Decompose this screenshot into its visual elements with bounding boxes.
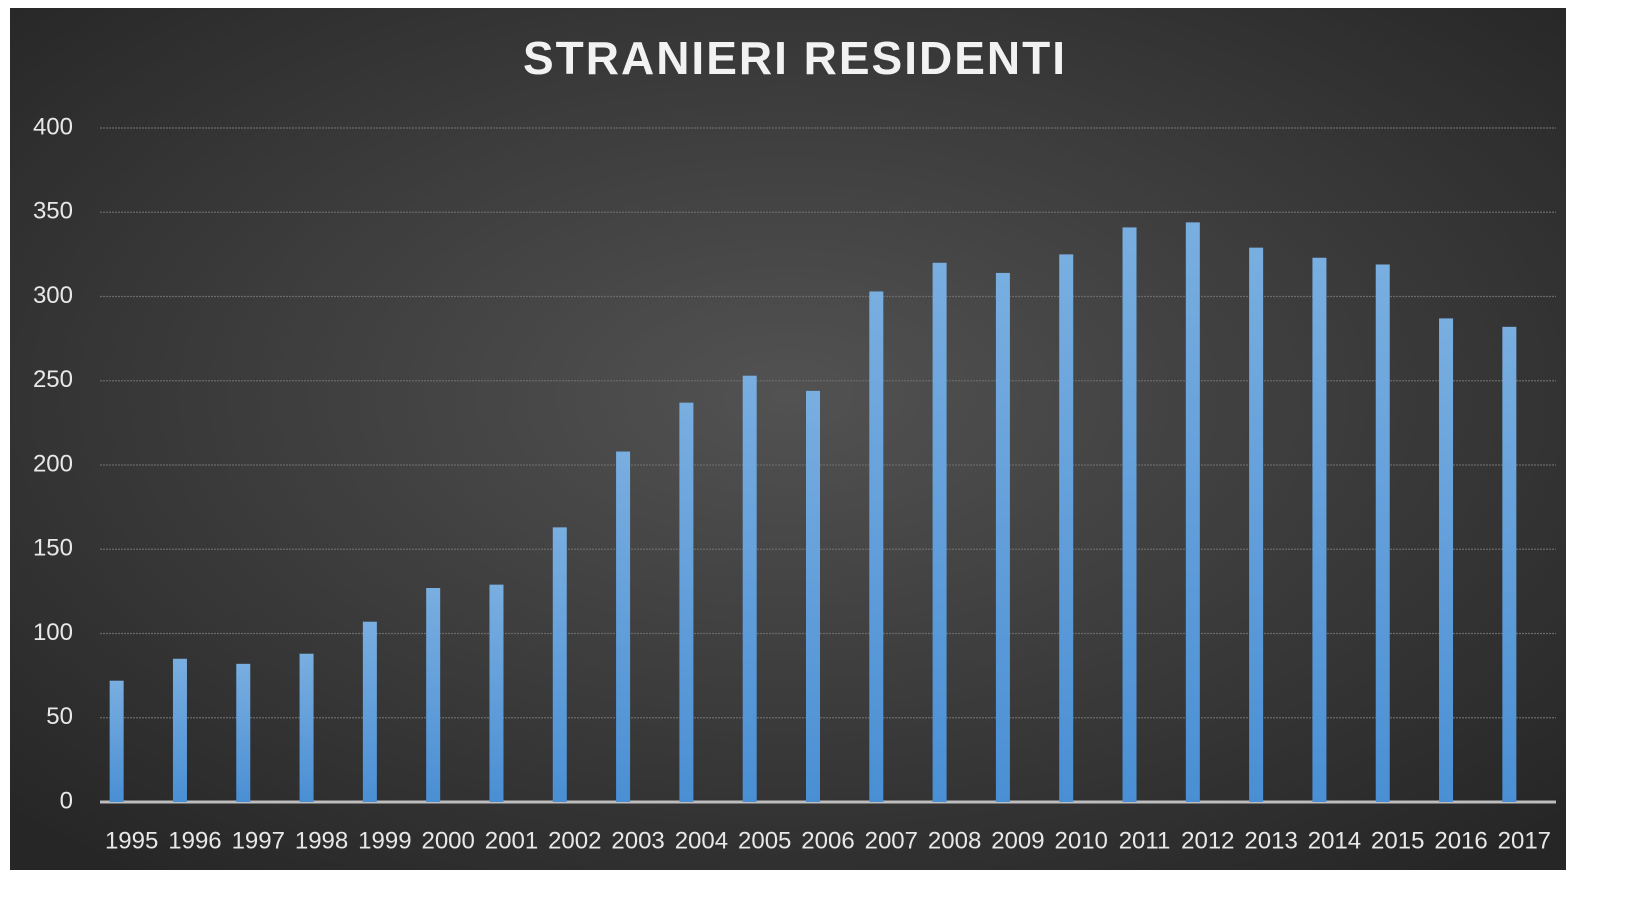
bar [1439, 318, 1454, 802]
x-tick-label: 2016 [1434, 827, 1487, 854]
bar [1122, 227, 1137, 803]
x-tick-label: 2003 [611, 827, 664, 854]
y-tick-label: 250 [33, 366, 73, 393]
bar [299, 653, 314, 802]
x-tick-label: 2004 [675, 827, 728, 854]
bar [172, 658, 187, 802]
bar [1375, 264, 1390, 802]
bar [679, 402, 694, 802]
bar [426, 588, 441, 802]
x-tick-label: 2013 [1244, 827, 1297, 854]
x-tick-label: 2017 [1498, 827, 1551, 854]
bar [806, 390, 820, 802]
y-tick-label: 200 [33, 450, 73, 477]
x-tick-label: 2009 [991, 827, 1044, 854]
bar [995, 272, 1010, 802]
x-tick-label: 2006 [801, 827, 854, 854]
x-tick-label: 2014 [1308, 827, 1361, 854]
bar [1502, 326, 1517, 802]
chart-title: STRANIERI RESIDENTI [523, 32, 1067, 84]
x-tick-label: 2002 [548, 827, 601, 854]
y-tick-label: 350 [33, 198, 73, 225]
bar [1059, 254, 1074, 802]
bar [489, 584, 504, 802]
bar [1312, 257, 1327, 802]
x-tick-label: 2012 [1181, 827, 1234, 854]
y-tick-label: 400 [33, 113, 73, 140]
bar [1249, 247, 1264, 802]
bar [616, 451, 631, 802]
x-tick-label: 1998 [295, 827, 348, 854]
x-tick-label: 2011 [1119, 827, 1171, 854]
bar [236, 663, 251, 802]
y-tick-label: 300 [33, 282, 73, 309]
y-tick-label: 100 [33, 619, 73, 646]
x-tick-label: 2005 [738, 827, 791, 854]
x-tick-label: 1999 [358, 827, 411, 854]
y-tick-label: 0 [60, 787, 73, 814]
x-tick-label: 2010 [1055, 827, 1108, 854]
bar [362, 621, 377, 802]
bar [552, 527, 567, 802]
chart-background [10, 8, 1566, 870]
bar [1185, 222, 1200, 803]
bar [742, 375, 757, 802]
bar [869, 291, 884, 802]
x-tick-label: 2000 [421, 827, 474, 854]
y-tick-label: 150 [33, 535, 73, 562]
x-tick-label: 2008 [928, 827, 981, 854]
x-tick-label: 2007 [865, 827, 918, 854]
x-tick-label: 1996 [168, 827, 221, 854]
bar [932, 262, 947, 802]
x-tick-label: 1997 [232, 827, 285, 854]
y-tick-label: 50 [46, 703, 73, 730]
x-tick-label: 2001 [485, 827, 538, 854]
bar [109, 680, 124, 802]
x-tick-label: 1995 [105, 827, 158, 854]
x-tick-label: 2015 [1371, 827, 1424, 854]
